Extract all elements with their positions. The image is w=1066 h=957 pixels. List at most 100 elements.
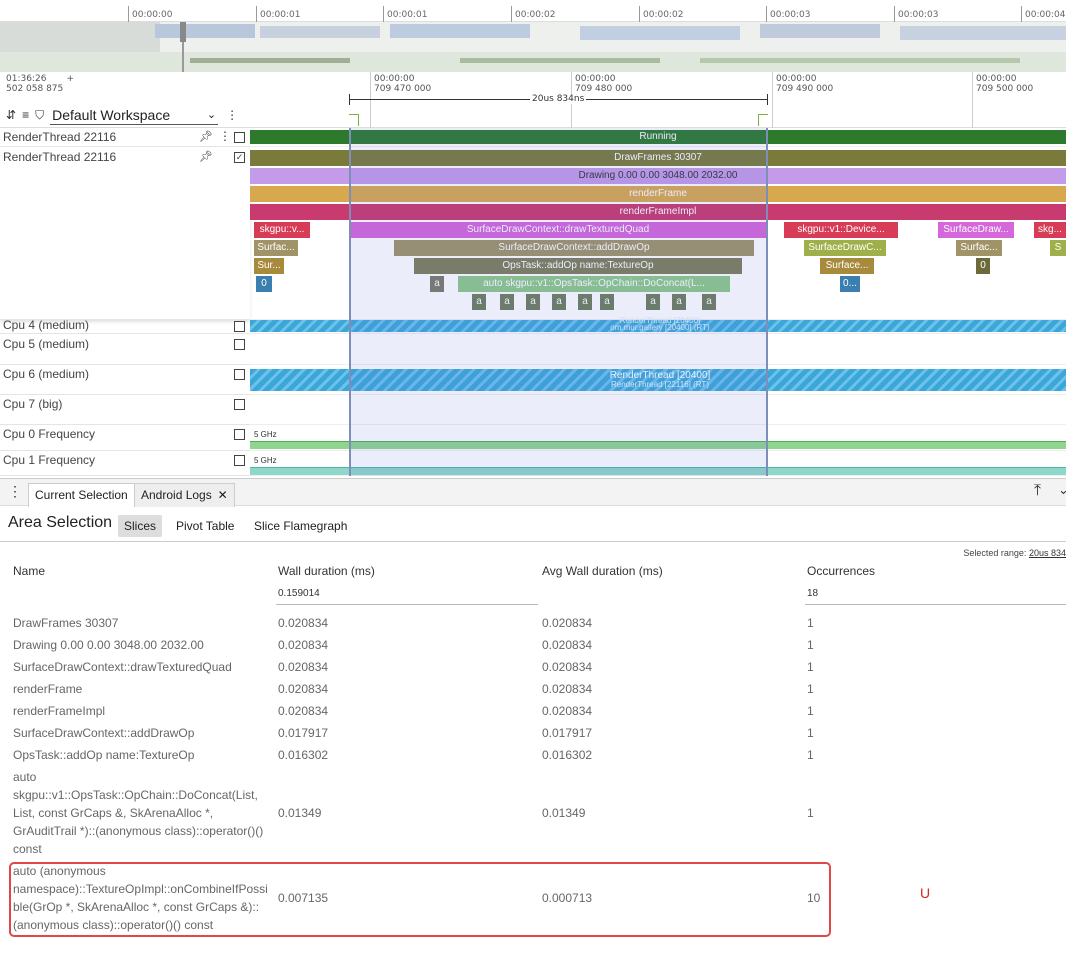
pin-icon[interactable]: 📌︎: [199, 131, 213, 143]
slice-surface-r[interactable]: Surface...: [820, 258, 874, 274]
add-marker-icon[interactable]: +: [66, 74, 74, 84]
cell-avg: 0.016302: [542, 748, 593, 762]
column-header-avg[interactable]: Avg Wall duration (ms): [542, 564, 663, 578]
slice-skg-r[interactable]: skg...: [1034, 222, 1066, 238]
cell-avg: 0.020834: [542, 682, 593, 696]
column-header-name[interactable]: Name: [13, 564, 46, 578]
more-icon[interactable]: ⋮: [219, 129, 231, 143]
slice-renderframe[interactable]: renderFrame: [250, 186, 1066, 202]
close-icon[interactable]: ✕: [217, 488, 228, 502]
track-checkbox[interactable]: [234, 132, 245, 143]
slice-drawtexturedquad[interactable]: SurfaceDrawContext::drawTexturedQuad: [350, 222, 766, 238]
track-title: Cpu 1 Frequency: [3, 453, 96, 467]
tab-slice-flamegraph[interactable]: Slice Flamegraph: [254, 519, 348, 533]
slice-drawframes[interactable]: DrawFrames 30307: [250, 150, 1066, 166]
slice-drawing[interactable]: Drawing 0.00 0.00 3048.00 2032.00: [250, 168, 1066, 184]
slice-surfac-left[interactable]: Surfac...: [254, 240, 298, 256]
selected-range-value[interactable]: 20us 834: [1028, 548, 1066, 558]
cpu7-track[interactable]: [250, 395, 1066, 425]
slice-a[interactable]: a: [526, 294, 540, 310]
track-title: Cpu 4 (medium): [3, 318, 90, 332]
chevron-down-icon[interactable]: ⌄: [1058, 482, 1066, 497]
track-title: RenderThread 22116: [3, 150, 117, 164]
filter-icon[interactable]: ⛉: [35, 107, 45, 122]
tab-current-selection[interactable]: Current Selection: [28, 483, 135, 507]
collapse-panel-icon[interactable]: ⤒: [1034, 482, 1042, 499]
sort-icon[interactable]: ≡: [22, 108, 30, 122]
slice-a[interactable]: a: [552, 294, 566, 310]
cpu4-slice[interactable]: RenderThread [20400] om.mur.gallery [204…: [250, 317, 1066, 332]
track-checkbox[interactable]: [234, 321, 245, 332]
area-end-flag[interactable]: [758, 114, 768, 126]
slice-a[interactable]: a: [578, 294, 592, 310]
cpu1-frequency-track[interactable]: 5 GHz: [250, 451, 1066, 476]
track-shell-pinned-1[interactable]: RenderThread 22116 📌︎ ⋮: [0, 128, 250, 147]
cpu5-track[interactable]: [250, 335, 1066, 365]
slice-surfacedraw-r[interactable]: SurfaceDraw...: [938, 222, 1014, 238]
cpu4-track[interactable]: RenderThread [20400] om.mur.gallery [204…: [250, 317, 1066, 334]
slice-a[interactable]: a: [500, 294, 514, 310]
column-header-occurrences[interactable]: Occurrences: [807, 564, 876, 578]
overview-window-handle[interactable]: [180, 22, 186, 42]
slice-adddrawop[interactable]: SurfaceDrawContext::addDrawOp: [394, 240, 754, 256]
cell-avg: 0.020834: [542, 616, 593, 630]
track-shell-cpu0freq[interactable]: Cpu 0 Frequency: [0, 425, 250, 451]
tab-android-logs[interactable]: Android Logs ✕: [134, 483, 235, 507]
workspace-select[interactable]: Default Workspace ⌄: [50, 105, 219, 125]
slice-a[interactable]: a: [430, 276, 444, 292]
slice-track[interactable]: DrawFrames 30307 Drawing 0.00 0.00 3048.…: [250, 148, 1066, 320]
track-checkbox-checked[interactable]: ✓: [234, 152, 245, 163]
track-shell-pinned-2[interactable]: RenderThread 22116 📌︎ ✓: [0, 148, 250, 320]
slice-a[interactable]: a: [600, 294, 614, 310]
slice-zero-left[interactable]: 0: [256, 276, 272, 292]
track-checkbox[interactable]: [234, 369, 245, 380]
timeline-overview[interactable]: 00:00:00 00:00:01 00:00:01 00:00:02 00:0…: [0, 0, 1066, 72]
slice-addop-textureop[interactable]: OpsTask::addOp name:TextureOp: [414, 258, 742, 274]
slice-a[interactable]: a: [472, 294, 486, 310]
track-checkbox[interactable]: [234, 339, 245, 350]
collapse-all-icon[interactable]: ⇵: [6, 108, 17, 122]
area-start-flag[interactable]: [349, 114, 359, 126]
more-icon[interactable]: ⋮: [226, 108, 239, 122]
cpu6-track[interactable]: RenderThread [20400] RenderThread [22116…: [250, 365, 1066, 395]
panel-menu-icon[interactable]: ⋮: [8, 483, 22, 499]
overview-tick-label: 00:00:00: [132, 10, 173, 20]
tab-pivot-table[interactable]: Pivot Table: [176, 519, 235, 533]
track-shell-cpu7[interactable]: Cpu 7 (big): [0, 395, 250, 425]
cpu0-freq-bar[interactable]: [250, 441, 1066, 449]
running-slice[interactable]: Running: [250, 130, 1066, 144]
track-checkbox[interactable]: [234, 399, 245, 410]
column-header-wall[interactable]: Wall duration (ms): [278, 564, 375, 578]
slice-s-r[interactable]: S: [1050, 240, 1066, 256]
slice-surfac-r[interactable]: Surfac...: [956, 240, 1002, 256]
slice-a[interactable]: a: [702, 294, 716, 310]
highlight-box: [9, 862, 831, 937]
slice-skgpu-left[interactable]: skgpu::v...: [254, 222, 310, 238]
tab-slices[interactable]: Slices: [118, 515, 163, 537]
cpu1-freq-bar[interactable]: [250, 467, 1066, 475]
track-shell-cpu6[interactable]: Cpu 6 (medium): [0, 365, 250, 395]
track-checkbox[interactable]: [234, 455, 245, 466]
cpu0-frequency-track[interactable]: 5 GHz: [250, 425, 1066, 451]
slice-doconcat[interactable]: auto skgpu::v1::OpsTask::OpChain::DoConc…: [458, 276, 730, 292]
track-checkbox[interactable]: [234, 429, 245, 440]
thread-state-track[interactable]: Running: [250, 128, 1066, 147]
track-shell-cpu4[interactable]: Cpu 4 (medium): [0, 318, 250, 334]
cell-name: OpsTask::addOp name:TextureOp: [13, 748, 195, 762]
slice-sur-left[interactable]: Sur...: [254, 258, 284, 274]
slice-a[interactable]: a: [672, 294, 686, 310]
pin-icon[interactable]: 📌︎: [199, 151, 213, 163]
track-shell-cpu5[interactable]: Cpu 5 (medium): [0, 335, 250, 365]
cpu6-slice[interactable]: RenderThread [20400] RenderThread [22116…: [250, 369, 1066, 391]
slice-zero-r[interactable]: 0: [976, 258, 990, 274]
slice-skgpu-device[interactable]: skgpu::v1::Device...: [784, 222, 898, 238]
track-area[interactable]: RenderThread 22116 📌︎ ⋮ Running RenderTh…: [0, 128, 1066, 476]
slice-a[interactable]: a: [646, 294, 660, 310]
slice-renderframeimpl[interactable]: renderFrameImpl: [250, 204, 1066, 220]
slice-surfacedrawc-r[interactable]: SurfaceDrawC...: [804, 240, 886, 256]
slice-zero-r2[interactable]: 0...: [840, 276, 860, 292]
track-shell-cpu1freq[interactable]: Cpu 1 Frequency: [0, 451, 250, 476]
workspace-name: Default Workspace: [52, 107, 171, 123]
freq-scale-label: 5 GHz: [254, 430, 277, 439]
details-tab-bar: ⋮ Current Selection Android Logs ✕ ⤒ ⌄: [0, 478, 1066, 507]
